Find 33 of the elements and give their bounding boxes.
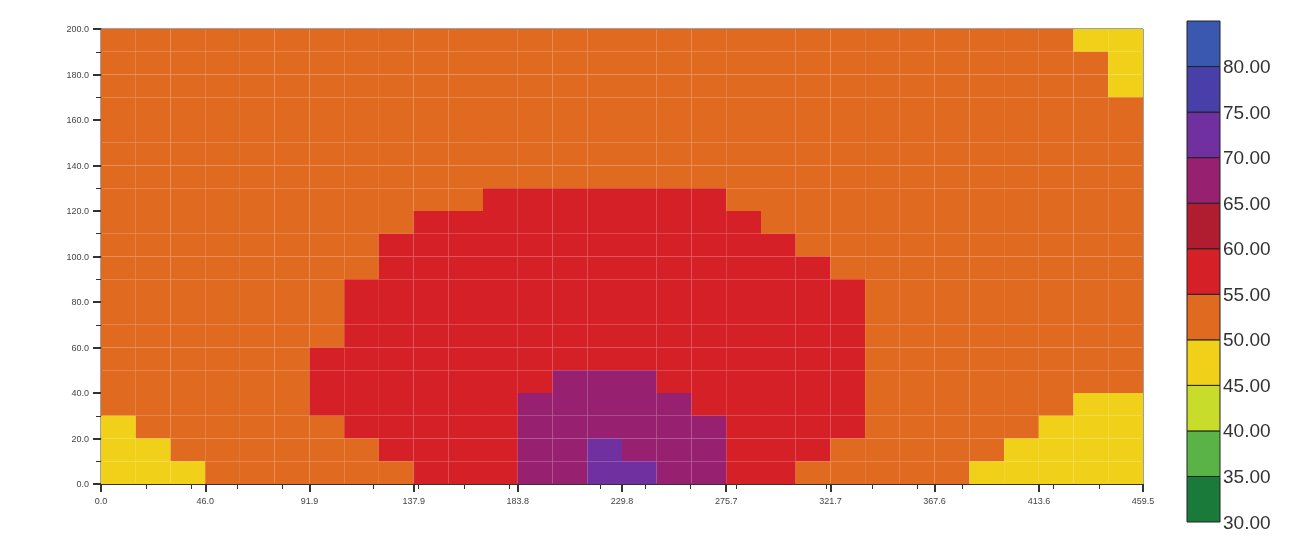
color-bar-label: 80.00 xyxy=(1223,56,1271,78)
y-tick-label: 120.0 xyxy=(66,206,89,216)
x-tick-label: 183.8 xyxy=(506,495,530,506)
x-tick-label: 321.7 xyxy=(819,495,842,506)
x-tick-label: 413.6 xyxy=(1027,495,1051,506)
color-bar-label: 70.00 xyxy=(1223,147,1271,169)
color-bar-label: 60.00 xyxy=(1223,238,1271,260)
color-bar-label: 55.00 xyxy=(1223,283,1271,305)
color-bar-label: 35.00 xyxy=(1223,465,1271,487)
y-tick-label: 60.0 xyxy=(71,342,89,353)
y-tick-label: 0.0 xyxy=(76,479,89,489)
y-tick-label: 180.0 xyxy=(66,69,89,80)
x-tick-label: 229.8 xyxy=(610,495,634,506)
color-bar-label: 45.00 xyxy=(1223,374,1271,396)
color-bar-label: 30.00 xyxy=(1223,511,1271,533)
y-tick-label: 80.0 xyxy=(71,297,89,307)
y-tick-label: 20.0 xyxy=(71,433,89,444)
x-tick-label: 91.9 xyxy=(300,495,319,506)
x-tick-label: 367.6 xyxy=(923,495,946,506)
x-tick-label: 275.7 xyxy=(714,495,738,506)
y-tick-label: 160.0 xyxy=(66,115,89,125)
color-bar-label: 75.00 xyxy=(1223,101,1271,123)
x-tick-label: 137.9 xyxy=(402,495,425,506)
y-tick-label: 140.0 xyxy=(66,160,89,171)
y-tick-label: 40.0 xyxy=(71,388,89,398)
color-bar-label: 40.00 xyxy=(1223,420,1271,442)
x-tick-label: 459.5 xyxy=(1131,495,1155,506)
color-bar-label: 65.00 xyxy=(1223,192,1271,214)
x-tick-label: 0.0 xyxy=(94,495,108,506)
x-tick-label: 46.0 xyxy=(196,495,215,506)
color-bar-label: 50.00 xyxy=(1223,329,1271,351)
y-tick-label: 200.0 xyxy=(66,24,89,34)
y-tick-label: 100.0 xyxy=(66,251,89,262)
